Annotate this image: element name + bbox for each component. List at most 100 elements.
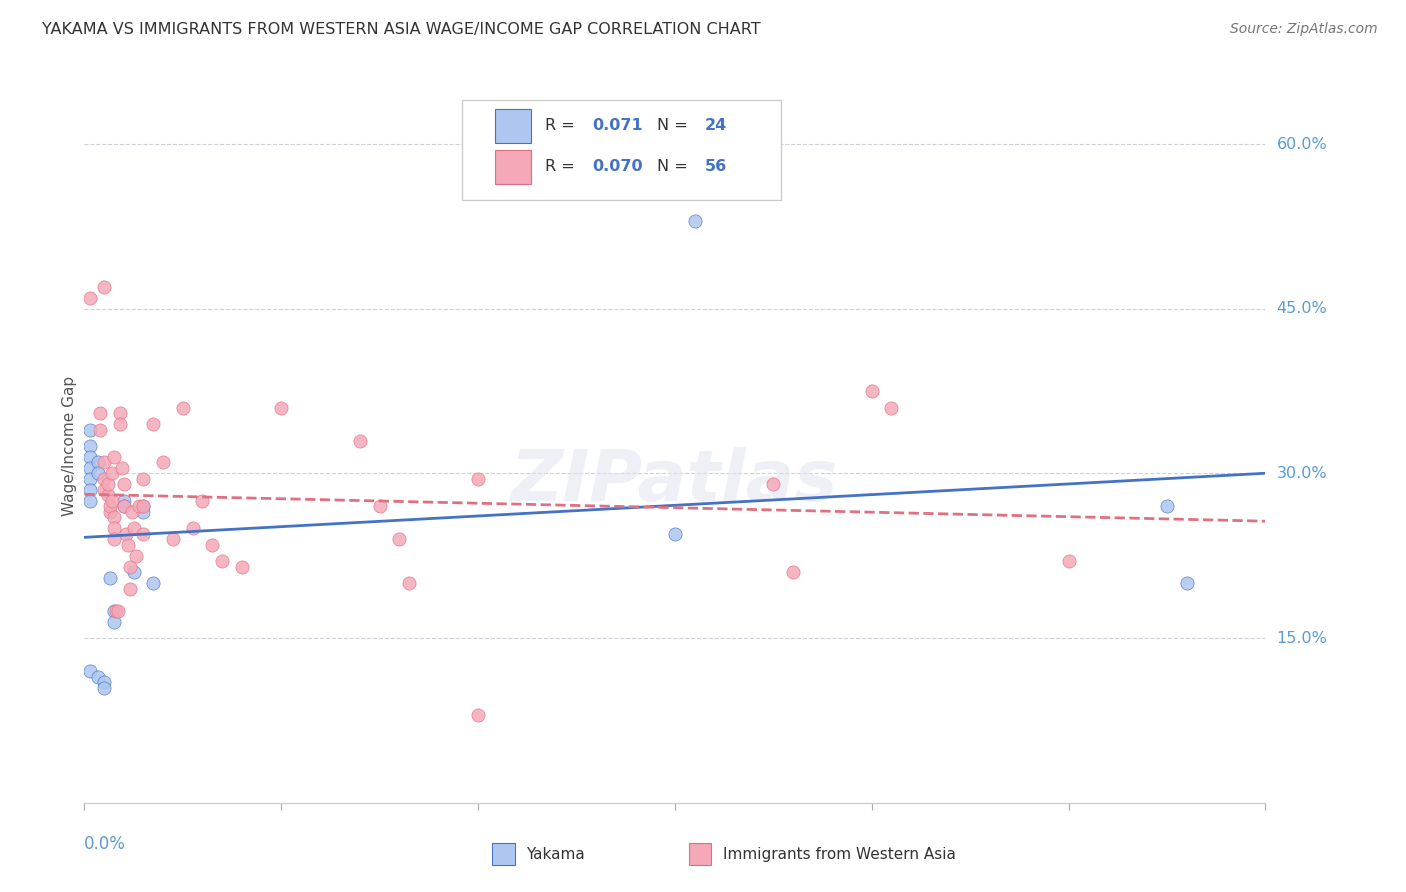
- Point: [122, 566, 145, 580]
- Text: N =: N =: [657, 160, 693, 175]
- Point: [108, 417, 131, 431]
- Bar: [495, 150, 531, 184]
- Point: [103, 533, 125, 547]
- Point: [132, 526, 155, 541]
- Point: [79, 450, 101, 464]
- Text: R =: R =: [546, 160, 579, 175]
- Point: [132, 500, 155, 514]
- Text: 56: 56: [704, 160, 727, 175]
- Point: [132, 500, 155, 514]
- Point: [111, 461, 134, 475]
- Point: [112, 477, 135, 491]
- Point: [101, 494, 124, 508]
- Point: [388, 533, 411, 547]
- Point: [112, 500, 135, 514]
- Point: [79, 472, 101, 486]
- Point: [97, 477, 120, 491]
- Point: [117, 538, 139, 552]
- FancyBboxPatch shape: [463, 100, 782, 200]
- Point: [762, 477, 785, 491]
- Point: [87, 455, 110, 469]
- Point: [108, 406, 131, 420]
- Point: [87, 669, 110, 683]
- Text: 0.071: 0.071: [592, 119, 643, 134]
- Point: [79, 483, 101, 497]
- Point: [132, 505, 155, 519]
- Point: [118, 582, 141, 596]
- Point: [349, 434, 371, 448]
- Point: [121, 505, 143, 519]
- Point: [114, 526, 136, 541]
- Point: [93, 455, 115, 469]
- Point: [112, 494, 135, 508]
- Point: [782, 566, 804, 580]
- Point: [93, 675, 115, 690]
- Text: 60.0%: 60.0%: [1277, 136, 1327, 152]
- Point: [93, 681, 115, 695]
- Text: N =: N =: [657, 119, 693, 134]
- Point: [191, 494, 214, 508]
- Point: [1175, 576, 1198, 591]
- Point: [162, 533, 184, 547]
- Text: 0.070: 0.070: [592, 160, 643, 175]
- Point: [1057, 554, 1080, 568]
- Point: [93, 483, 115, 497]
- Point: [122, 521, 145, 535]
- Text: 0.0%: 0.0%: [84, 835, 127, 853]
- Point: [172, 401, 194, 415]
- Point: [103, 604, 125, 618]
- Point: [87, 467, 110, 481]
- Point: [107, 604, 129, 618]
- Text: 24: 24: [704, 119, 727, 134]
- Point: [398, 576, 420, 591]
- Point: [79, 664, 101, 678]
- Point: [93, 280, 115, 294]
- Point: [118, 559, 141, 574]
- Text: 30.0%: 30.0%: [1277, 466, 1327, 481]
- Point: [98, 571, 121, 585]
- Point: [79, 423, 101, 437]
- Point: [103, 615, 125, 629]
- Text: Yakama: Yakama: [526, 847, 585, 862]
- Text: 15.0%: 15.0%: [1277, 631, 1327, 646]
- Point: [103, 521, 125, 535]
- Point: [98, 505, 121, 519]
- Text: 45.0%: 45.0%: [1277, 301, 1327, 317]
- Point: [79, 439, 101, 453]
- Point: [860, 384, 883, 398]
- Point: [1156, 500, 1178, 514]
- Y-axis label: Wage/Income Gap: Wage/Income Gap: [62, 376, 77, 516]
- Point: [89, 423, 111, 437]
- Point: [664, 526, 686, 541]
- Point: [103, 450, 125, 464]
- Point: [683, 214, 706, 228]
- Bar: [495, 109, 531, 143]
- Point: [467, 472, 489, 486]
- Point: [89, 406, 111, 420]
- Point: [181, 521, 204, 535]
- Point: [270, 401, 292, 415]
- Point: [98, 500, 121, 514]
- Text: ZIPatlas: ZIPatlas: [512, 447, 838, 516]
- Text: Source: ZipAtlas.com: Source: ZipAtlas.com: [1230, 22, 1378, 37]
- Point: [880, 401, 903, 415]
- Point: [128, 500, 150, 514]
- Point: [79, 291, 101, 305]
- Point: [79, 461, 101, 475]
- Text: R =: R =: [546, 119, 579, 134]
- Point: [201, 538, 224, 552]
- Point: [368, 500, 391, 514]
- Point: [101, 467, 124, 481]
- Point: [93, 472, 115, 486]
- Point: [112, 500, 135, 514]
- Point: [97, 488, 120, 502]
- Text: YAKAMA VS IMMIGRANTS FROM WESTERN ASIA WAGE/INCOME GAP CORRELATION CHART: YAKAMA VS IMMIGRANTS FROM WESTERN ASIA W…: [42, 22, 761, 37]
- Point: [103, 510, 125, 524]
- Point: [142, 576, 165, 591]
- Point: [467, 708, 489, 723]
- Point: [231, 559, 253, 574]
- Point: [211, 554, 233, 568]
- Point: [142, 417, 165, 431]
- Text: Immigrants from Western Asia: Immigrants from Western Asia: [723, 847, 956, 862]
- Point: [79, 494, 101, 508]
